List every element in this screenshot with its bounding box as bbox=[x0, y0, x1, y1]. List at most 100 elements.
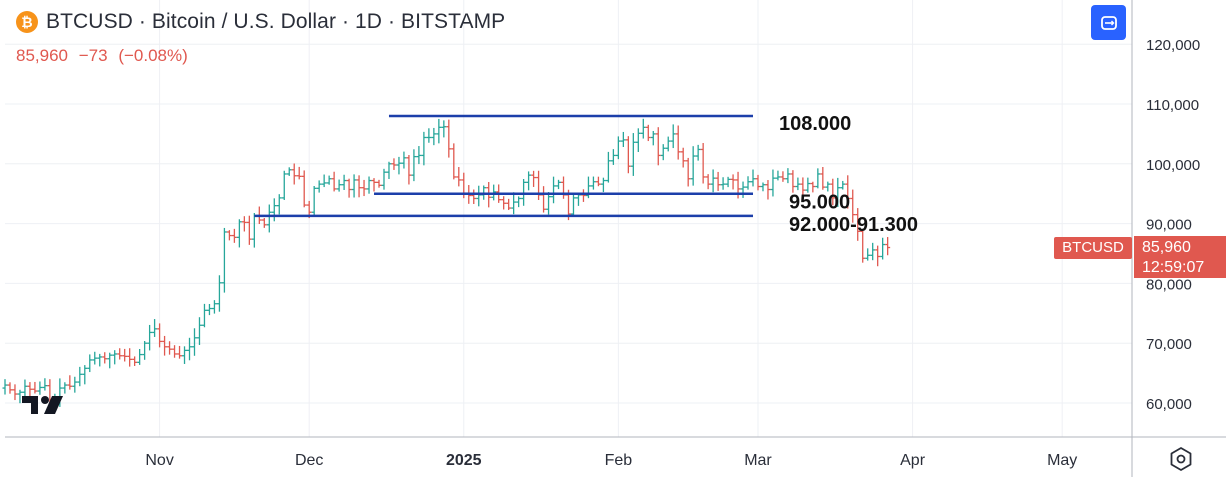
ohlc-bar bbox=[167, 341, 173, 355]
ohlc-bar bbox=[690, 146, 696, 186]
ohlc-bar bbox=[805, 177, 811, 193]
settings-icon[interactable] bbox=[1168, 446, 1194, 472]
ohlc-bar bbox=[137, 348, 143, 365]
ohlc-bar bbox=[296, 166, 302, 180]
ohlc-bar bbox=[720, 177, 726, 190]
y-tick-label: 90,000 bbox=[1146, 217, 1192, 234]
ohlc-bar bbox=[326, 175, 332, 185]
y-tick-label: 120,000 bbox=[1146, 37, 1200, 54]
ohlc-bar bbox=[880, 237, 886, 260]
ohlc-bar bbox=[655, 127, 661, 166]
ohlc-bar bbox=[615, 136, 621, 160]
ohlc-bar bbox=[266, 204, 272, 233]
price-quote: 85,960 −73 (−0.08%) bbox=[16, 46, 194, 66]
y-tick-label: 100,000 bbox=[1146, 157, 1200, 174]
ohlc-bar bbox=[336, 179, 342, 192]
ohlc-bar bbox=[685, 157, 691, 187]
ohlc-bar bbox=[261, 218, 267, 228]
ohlc-bar bbox=[845, 175, 851, 209]
ohlc-bar bbox=[37, 381, 43, 395]
ohlc-bar bbox=[77, 366, 83, 387]
ohlc-bar bbox=[401, 151, 407, 169]
ohlc-bar bbox=[87, 354, 93, 373]
chart-title: BTCUSD · Bitcoin / U.S. Dollar · 1D · BI… bbox=[46, 10, 506, 33]
ohlc-bar bbox=[17, 389, 23, 404]
ohlc-bars bbox=[2, 118, 891, 407]
ohlc-bar bbox=[107, 352, 113, 369]
ohlc-bar bbox=[102, 352, 108, 364]
bitcoin-icon: ₿ bbox=[16, 11, 38, 33]
ohlc-bar bbox=[610, 149, 616, 165]
ohlc-bar bbox=[381, 168, 387, 190]
x-tick-label: May bbox=[1047, 452, 1077, 469]
ohlc-bar bbox=[142, 341, 148, 360]
ohlc-bar bbox=[436, 118, 442, 144]
ohlc-bar bbox=[750, 169, 756, 187]
ohlc-bar bbox=[12, 384, 18, 401]
ohlc-bar bbox=[276, 194, 282, 215]
ohlc-bar bbox=[2, 379, 8, 395]
ohlc-bar bbox=[201, 303, 207, 328]
ohlc-bar bbox=[850, 189, 856, 223]
ohlc-bar bbox=[830, 178, 836, 206]
ohlc-bar bbox=[421, 131, 427, 166]
ohlc-bar bbox=[556, 179, 562, 190]
ohlc-bar bbox=[551, 176, 557, 204]
ohlc-bar bbox=[286, 167, 292, 176]
ohlc-bar bbox=[42, 378, 48, 391]
ohlc-bar bbox=[471, 189, 477, 204]
fullscreen-button[interactable] bbox=[1091, 5, 1126, 40]
symbol-tag: BTCUSD bbox=[1054, 237, 1132, 259]
x-tick-label: 2025 bbox=[446, 452, 482, 469]
ohlc-bar bbox=[745, 176, 751, 190]
ohlc-bar bbox=[391, 158, 397, 170]
chart-header: ₿ BTCUSD · Bitcoin / U.S. Dollar · 1D · … bbox=[16, 10, 505, 34]
ohlc-bar bbox=[117, 348, 123, 360]
ohlc-bar bbox=[516, 196, 522, 208]
ohlc-bar bbox=[725, 176, 731, 188]
last-price: 85,960 bbox=[16, 46, 68, 65]
ohlc-bar bbox=[536, 170, 542, 201]
ohlc-bar bbox=[351, 174, 357, 198]
ohlc-bar bbox=[645, 124, 651, 142]
ohlc-bar bbox=[406, 155, 412, 185]
ohlc-bar bbox=[92, 351, 98, 365]
ohlc-bar bbox=[740, 181, 746, 198]
ohlc-bar bbox=[506, 198, 512, 211]
y-tick-label: 80,000 bbox=[1146, 276, 1192, 293]
ohlc-bar bbox=[600, 177, 606, 193]
ohlc-bar bbox=[177, 345, 183, 359]
ohlc-bar bbox=[521, 179, 527, 206]
ohlc-bar bbox=[820, 166, 826, 190]
ohlc-bar bbox=[361, 179, 367, 197]
ohlc-bar bbox=[860, 229, 866, 263]
ohlc-bar bbox=[695, 144, 701, 161]
ohlc-bar bbox=[371, 178, 377, 192]
ohlc-bar bbox=[825, 181, 831, 192]
ohlc-bar bbox=[810, 181, 816, 193]
ohlc-bar bbox=[665, 136, 671, 152]
price-tag-countdown: 12:59:07 bbox=[1142, 259, 1205, 276]
ohlc-bar bbox=[341, 174, 347, 190]
ohlc-bar bbox=[790, 170, 796, 193]
ohlc-bar bbox=[416, 146, 422, 165]
grid-layer bbox=[5, 0, 1132, 437]
ohlc-bar bbox=[546, 192, 552, 215]
ohlc-bar bbox=[281, 170, 287, 200]
ohlc-bar bbox=[321, 174, 327, 188]
ohlc-bar bbox=[775, 170, 781, 181]
ohlc-bar bbox=[640, 118, 646, 139]
ohlc-bar bbox=[441, 120, 447, 138]
ohlc-bar bbox=[541, 186, 547, 213]
fullscreen-icon bbox=[1100, 15, 1117, 30]
x-tick-label: Dec bbox=[295, 452, 323, 469]
ohlc-bar bbox=[476, 185, 482, 207]
ohlc-bar bbox=[840, 180, 846, 190]
price-change-pct: (−0.08%) bbox=[118, 46, 188, 65]
ohlc-bar bbox=[595, 176, 601, 187]
ohlc-bar bbox=[241, 216, 247, 232]
ohlc-bar bbox=[231, 228, 237, 243]
ohlc-bar bbox=[157, 323, 163, 348]
ohlc-bar bbox=[112, 350, 118, 365]
